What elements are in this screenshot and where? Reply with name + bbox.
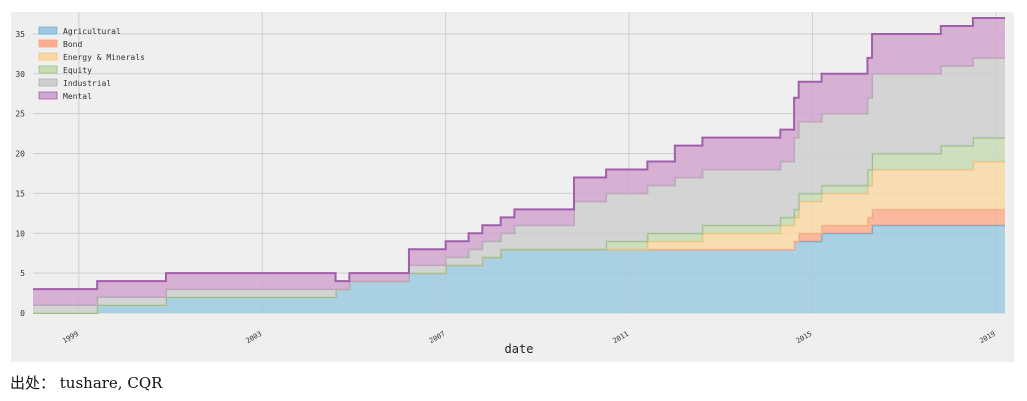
area-equity — [33, 137, 1005, 313]
legend-swatch — [38, 52, 58, 61]
area-bond — [33, 209, 1005, 313]
legend-swatch — [38, 91, 58, 100]
area-agricultural — [33, 225, 1005, 313]
stacked-areas — [33, 17, 1005, 314]
legend-label: Equity — [63, 66, 92, 75]
legend-swatch — [38, 78, 58, 87]
edge-mental — [33, 17, 1005, 291]
legend-swatch — [38, 65, 58, 74]
legend-label: Energy & Minerals — [63, 53, 145, 62]
y-tick-label: 10 — [15, 229, 25, 238]
y-tick-label: 25 — [15, 110, 25, 119]
y-tick-label: 15 — [15, 189, 25, 198]
y-tick-label: 5 — [20, 269, 25, 278]
legend-label: Agricultural — [63, 27, 121, 36]
area-industrial — [33, 57, 1005, 313]
legend-label: Bond — [63, 40, 82, 49]
y-tick-label: 0 — [20, 309, 25, 318]
y-tick-label: 30 — [15, 70, 25, 79]
legend-swatch — [38, 39, 58, 48]
area-mental — [33, 18, 1005, 306]
legend-swatch — [38, 26, 58, 35]
source-caption: 出处： tushare, CQR — [10, 374, 163, 392]
y-axis-ticks: 0 5 10 15 20 25 30 35 — [15, 30, 25, 318]
legend-label: Industrial — [63, 79, 111, 88]
x-axis-label: date — [505, 342, 534, 356]
y-tick-label: 35 — [15, 30, 25, 39]
legend-label: Mental — [63, 92, 92, 101]
area-energy-minerals — [33, 161, 1005, 313]
y-tick-label: 20 — [15, 150, 25, 159]
legend: Agricultural Bond Energy & Minerals Equity I… — [38, 26, 145, 101]
